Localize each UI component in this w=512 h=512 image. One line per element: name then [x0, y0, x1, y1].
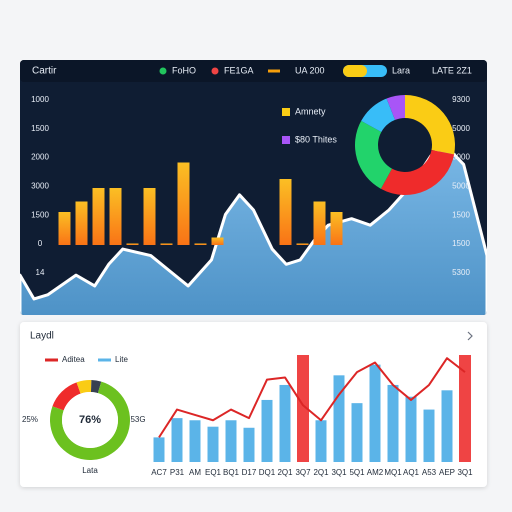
header-date: LATE 2Z1: [432, 65, 472, 75]
legend-label: Amnety: [295, 106, 326, 116]
x-tick-label: BQ1: [223, 468, 240, 477]
bar: [211, 237, 224, 245]
legend-label: FoHO: [172, 65, 196, 75]
y-label: 1000: [31, 95, 49, 104]
bar: [387, 384, 399, 462]
bar: [313, 201, 326, 245]
top-chart: [20, 143, 487, 315]
bar: [296, 243, 309, 245]
bar: [160, 243, 173, 245]
y-label: 2000: [31, 153, 49, 162]
legend-label: Aditea: [62, 355, 85, 364]
bar: [297, 355, 309, 462]
donut-center: 76%: [79, 414, 101, 426]
bar: [92, 188, 105, 245]
y2-label: 5000: [452, 124, 470, 133]
y2-label: 5300: [452, 268, 470, 277]
donut-hole: [62, 392, 118, 448]
bar: [189, 420, 201, 462]
y2-label: 5000: [452, 153, 470, 162]
bar: [225, 420, 237, 462]
x-tick-label: P31: [170, 468, 185, 477]
x-tick-label: AQ1: [403, 468, 420, 477]
bar: [330, 212, 343, 245]
x-tick-label: 5Q1: [349, 468, 365, 477]
x-tick-label: AEP: [439, 468, 455, 477]
header-title: Cartir: [32, 66, 57, 77]
bar: [405, 396, 417, 462]
y2-label: 1500: [452, 210, 470, 219]
bar: [75, 201, 88, 245]
chevron[interactable]: [467, 331, 473, 341]
donut-segment: [361, 98, 396, 132]
legend-label: UA 200: [295, 65, 325, 75]
toggle-label: Lara: [392, 65, 410, 75]
y-label: 1500: [31, 124, 49, 133]
bar: [109, 188, 122, 245]
bar: [207, 426, 219, 462]
donut-segment: [50, 381, 130, 461]
bar: [194, 243, 207, 245]
bar: [333, 375, 345, 462]
x-tick-label: 3Q1: [457, 468, 473, 477]
bar: [177, 162, 190, 245]
x-tick-label: D17: [242, 468, 257, 477]
bar: [243, 427, 255, 462]
bar: [369, 364, 381, 462]
donut-segment: [76, 380, 92, 394]
bar: [153, 437, 165, 462]
donut-segment: [52, 382, 81, 411]
donut-caption: Lata: [82, 466, 98, 475]
donut-segment: [386, 95, 405, 120]
bar: [58, 212, 71, 245]
donut-segment: [90, 380, 102, 394]
x-tick-label: AM: [189, 468, 201, 477]
y-label: 3000: [31, 182, 49, 191]
bar: [261, 399, 273, 462]
x-tick-label: DQ1: [259, 468, 276, 477]
donut-label: 25%: [22, 415, 38, 424]
x-tick-label: A53: [422, 468, 437, 477]
bottom-title: Laydl: [30, 331, 54, 342]
legend-swatch: [282, 108, 290, 116]
x-tick-label: MQ1: [384, 468, 402, 477]
legend-label: FE1GA: [224, 65, 254, 75]
toggle-knob[interactable]: [343, 65, 367, 77]
donut-label: 53G: [130, 415, 145, 424]
bar: [143, 188, 156, 245]
legend-dot: [211, 67, 219, 75]
y2-label: 1500: [452, 239, 470, 248]
bar: [126, 243, 139, 245]
bar: [315, 420, 327, 462]
x-tick-label: 2Q1: [313, 468, 329, 477]
x-tick-label: AM2: [367, 468, 384, 477]
x-tick-label: 2Q1: [277, 468, 293, 477]
y-label: 0: [38, 239, 43, 248]
x-tick-label: 3Q7: [295, 468, 311, 477]
y2-label: 9300: [452, 95, 470, 104]
legend-label: Lite: [115, 355, 128, 364]
legend-swatch: [282, 136, 290, 144]
x-tick-label: AC7: [151, 468, 167, 477]
bar: [279, 384, 291, 462]
legend-dot: [159, 67, 167, 75]
bar: [171, 418, 183, 462]
y-label: 1500: [31, 210, 49, 219]
legend-label: $80 Thites: [295, 134, 337, 144]
bar: [459, 355, 471, 462]
y2-label: 5000: [452, 182, 470, 191]
line: [158, 357, 466, 438]
y-label: 14: [36, 268, 45, 277]
x-tick-label: EQ1: [205, 468, 222, 477]
bar: [351, 403, 363, 462]
donut-segment: [380, 150, 455, 195]
bar: [423, 409, 435, 462]
bar: [279, 179, 292, 245]
donut-segment: [355, 120, 392, 189]
donut-segment: [405, 95, 455, 155]
bar: [441, 390, 453, 462]
x-tick-label: 3Q1: [331, 468, 347, 477]
